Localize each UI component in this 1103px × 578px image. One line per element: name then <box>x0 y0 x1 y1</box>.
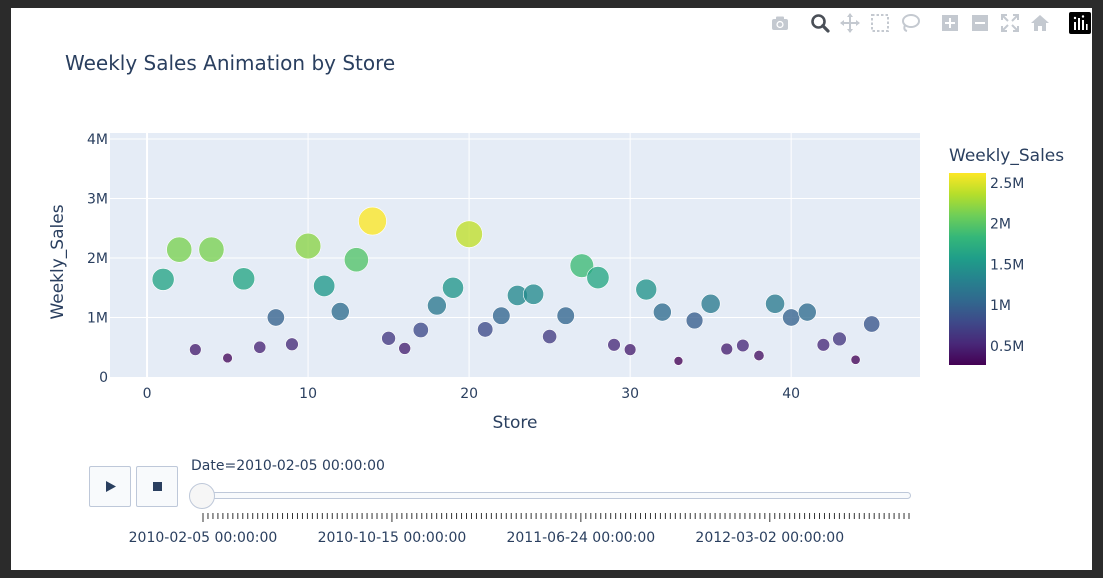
data-point[interactable] <box>635 278 658 301</box>
slider-tick-label[interactable]: 2010-02-05 00:00:00 <box>128 530 278 546</box>
data-point[interactable] <box>569 253 594 278</box>
camera-icon[interactable] <box>769 12 791 34</box>
slider-tick-label[interactable]: 2010-10-15 00:00:00 <box>317 530 467 546</box>
data-point[interactable] <box>542 329 558 344</box>
plot-area[interactable] <box>110 133 920 377</box>
autoscale-icon[interactable] <box>999 12 1021 34</box>
plot-container: Weekly Sales Animation by Store 0 1M 2M 3M 4… <box>11 8 1092 570</box>
data-point[interactable] <box>266 308 285 327</box>
x-tick-label: 20 <box>460 386 478 402</box>
data-point[interactable] <box>330 302 350 321</box>
pan-icon[interactable] <box>839 12 861 34</box>
x-tick-label: 10 <box>299 386 317 402</box>
chart-title: Weekly Sales Animation by Store <box>65 51 395 75</box>
data-point[interactable] <box>358 206 387 236</box>
colorbar-ticks: 0.5M 1M 1.5M 2M 2.5M <box>990 176 1024 355</box>
slider-ticks <box>202 513 910 522</box>
data-point[interactable] <box>455 220 483 248</box>
data-point[interactable] <box>427 295 447 316</box>
data-point[interactable] <box>343 247 369 273</box>
colorbar-tick-label: 2M <box>990 217 1011 233</box>
y-tick-label: 3M <box>87 191 108 207</box>
slider-current-value: Date=2010-02-05 00:00:00 <box>191 458 385 474</box>
y-tick-label: 1M <box>87 310 108 326</box>
data-point[interactable] <box>797 302 817 322</box>
slider-tick-label[interactable]: 2012-03-02 00:00:00 <box>695 530 845 546</box>
stop-button[interactable] <box>136 466 178 507</box>
data-point[interactable] <box>832 331 847 347</box>
modebar <box>11 8 1092 44</box>
y-axis-label: Weekly_Sales <box>48 204 68 319</box>
data-point[interactable] <box>222 352 233 364</box>
data-point[interactable] <box>151 268 175 291</box>
data-point[interactable] <box>556 306 575 325</box>
data-point[interactable] <box>232 267 256 291</box>
colorbar-tick-label: 2.5M <box>990 176 1024 192</box>
data-point[interactable] <box>720 342 733 356</box>
data-point[interactable] <box>753 350 765 362</box>
data-point[interactable] <box>294 232 322 260</box>
data-point[interactable] <box>523 283 545 305</box>
data-point[interactable] <box>685 311 704 330</box>
data-point[interactable] <box>653 302 672 322</box>
chart: Weekly Sales Animation by Store 0 1M 2M 3M 4… <box>48 51 1064 522</box>
data-point[interactable] <box>198 236 225 263</box>
data-point[interactable] <box>673 356 684 366</box>
data-point[interactable] <box>398 342 411 355</box>
data-point[interactable] <box>586 266 610 290</box>
stop-icon <box>153 482 162 491</box>
data-point[interactable] <box>863 315 881 333</box>
data-point[interactable] <box>442 276 464 299</box>
data-point[interactable] <box>189 343 202 356</box>
box-select-icon[interactable] <box>869 12 891 34</box>
data-point[interactable] <box>850 354 861 365</box>
data-point[interactable] <box>492 306 511 325</box>
data-point[interactable] <box>607 338 621 352</box>
data-point[interactable] <box>313 274 336 297</box>
y-axis-ticks: 0 1M 2M 3M 4M <box>87 132 108 386</box>
slider-handle[interactable] <box>189 483 215 509</box>
x-tick-label: 30 <box>621 386 639 402</box>
data-point[interactable] <box>736 338 750 353</box>
slider-rail[interactable] <box>202 492 911 499</box>
x-tick-label: 0 <box>143 386 152 402</box>
lasso-icon[interactable] <box>899 12 921 34</box>
colorbar-title: Weekly_Sales <box>949 146 1064 166</box>
data-point[interactable] <box>285 337 299 351</box>
x-axis-ticks: 0 10 20 30 40 <box>143 386 801 402</box>
data-point[interactable] <box>477 321 494 338</box>
data-point[interactable] <box>623 343 637 356</box>
data-points <box>151 206 881 366</box>
colorbar-tick-label: 1M <box>990 298 1011 314</box>
home-icon[interactable] <box>1029 12 1051 34</box>
data-point[interactable] <box>816 338 831 352</box>
colorbar <box>949 173 986 365</box>
play-button[interactable] <box>89 466 131 507</box>
x-tick-label: 40 <box>782 386 800 402</box>
y-tick-label: 0 <box>99 370 108 386</box>
x-axis-label: Store <box>493 413 538 433</box>
data-point[interactable] <box>782 308 801 327</box>
colorbar-tick-label: 0.5M <box>990 339 1024 355</box>
slider-tick-label[interactable]: 2011-06-24 00:00:00 <box>506 530 656 546</box>
data-point[interactable] <box>412 321 429 338</box>
plotly-logo-icon[interactable] <box>1069 12 1091 34</box>
data-point[interactable] <box>765 293 785 314</box>
zoom-icon[interactable] <box>809 12 831 34</box>
play-icon <box>106 481 116 492</box>
data-point[interactable] <box>700 293 721 314</box>
grid-lines <box>110 133 920 377</box>
data-point[interactable] <box>253 340 267 354</box>
data-point[interactable] <box>381 331 396 346</box>
colorbar-tick-label: 1.5M <box>990 257 1024 273</box>
data-point[interactable] <box>166 236 193 263</box>
y-tick-label: 2M <box>87 251 108 267</box>
y-tick-label: 4M <box>87 132 108 148</box>
zoom-in-icon[interactable] <box>939 12 961 34</box>
zoom-out-icon[interactable] <box>969 12 991 34</box>
